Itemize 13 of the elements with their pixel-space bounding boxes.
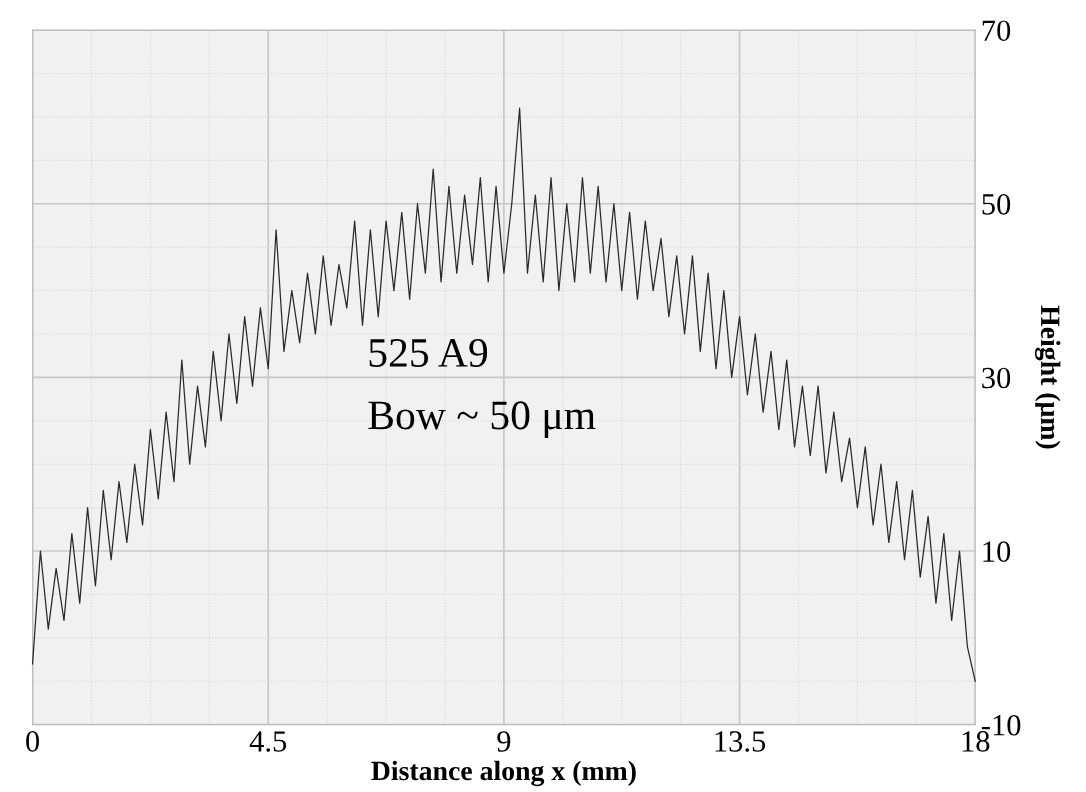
x-tick-label: 9 bbox=[497, 731, 511, 752]
x-tick-label: 0 bbox=[26, 731, 40, 752]
annotation: Bow ~ 50 μm bbox=[368, 401, 596, 438]
y-tick-label: 50 bbox=[982, 194, 1011, 215]
x-tick-label: 13.5 bbox=[715, 731, 766, 752]
y-tick-label: 10 bbox=[983, 541, 1011, 562]
x-tick-label: 4.5 bbox=[249, 731, 287, 752]
y-axis-title: Height (μm) bbox=[1034, 305, 1061, 449]
y-tick-label: 30 bbox=[982, 367, 1011, 389]
x-axis-title: Distance along x (mm) bbox=[371, 760, 636, 787]
annotation: 525 A9 bbox=[369, 338, 488, 367]
y-tick-label: 70 bbox=[982, 20, 1011, 41]
line-series bbox=[31, 107, 976, 682]
